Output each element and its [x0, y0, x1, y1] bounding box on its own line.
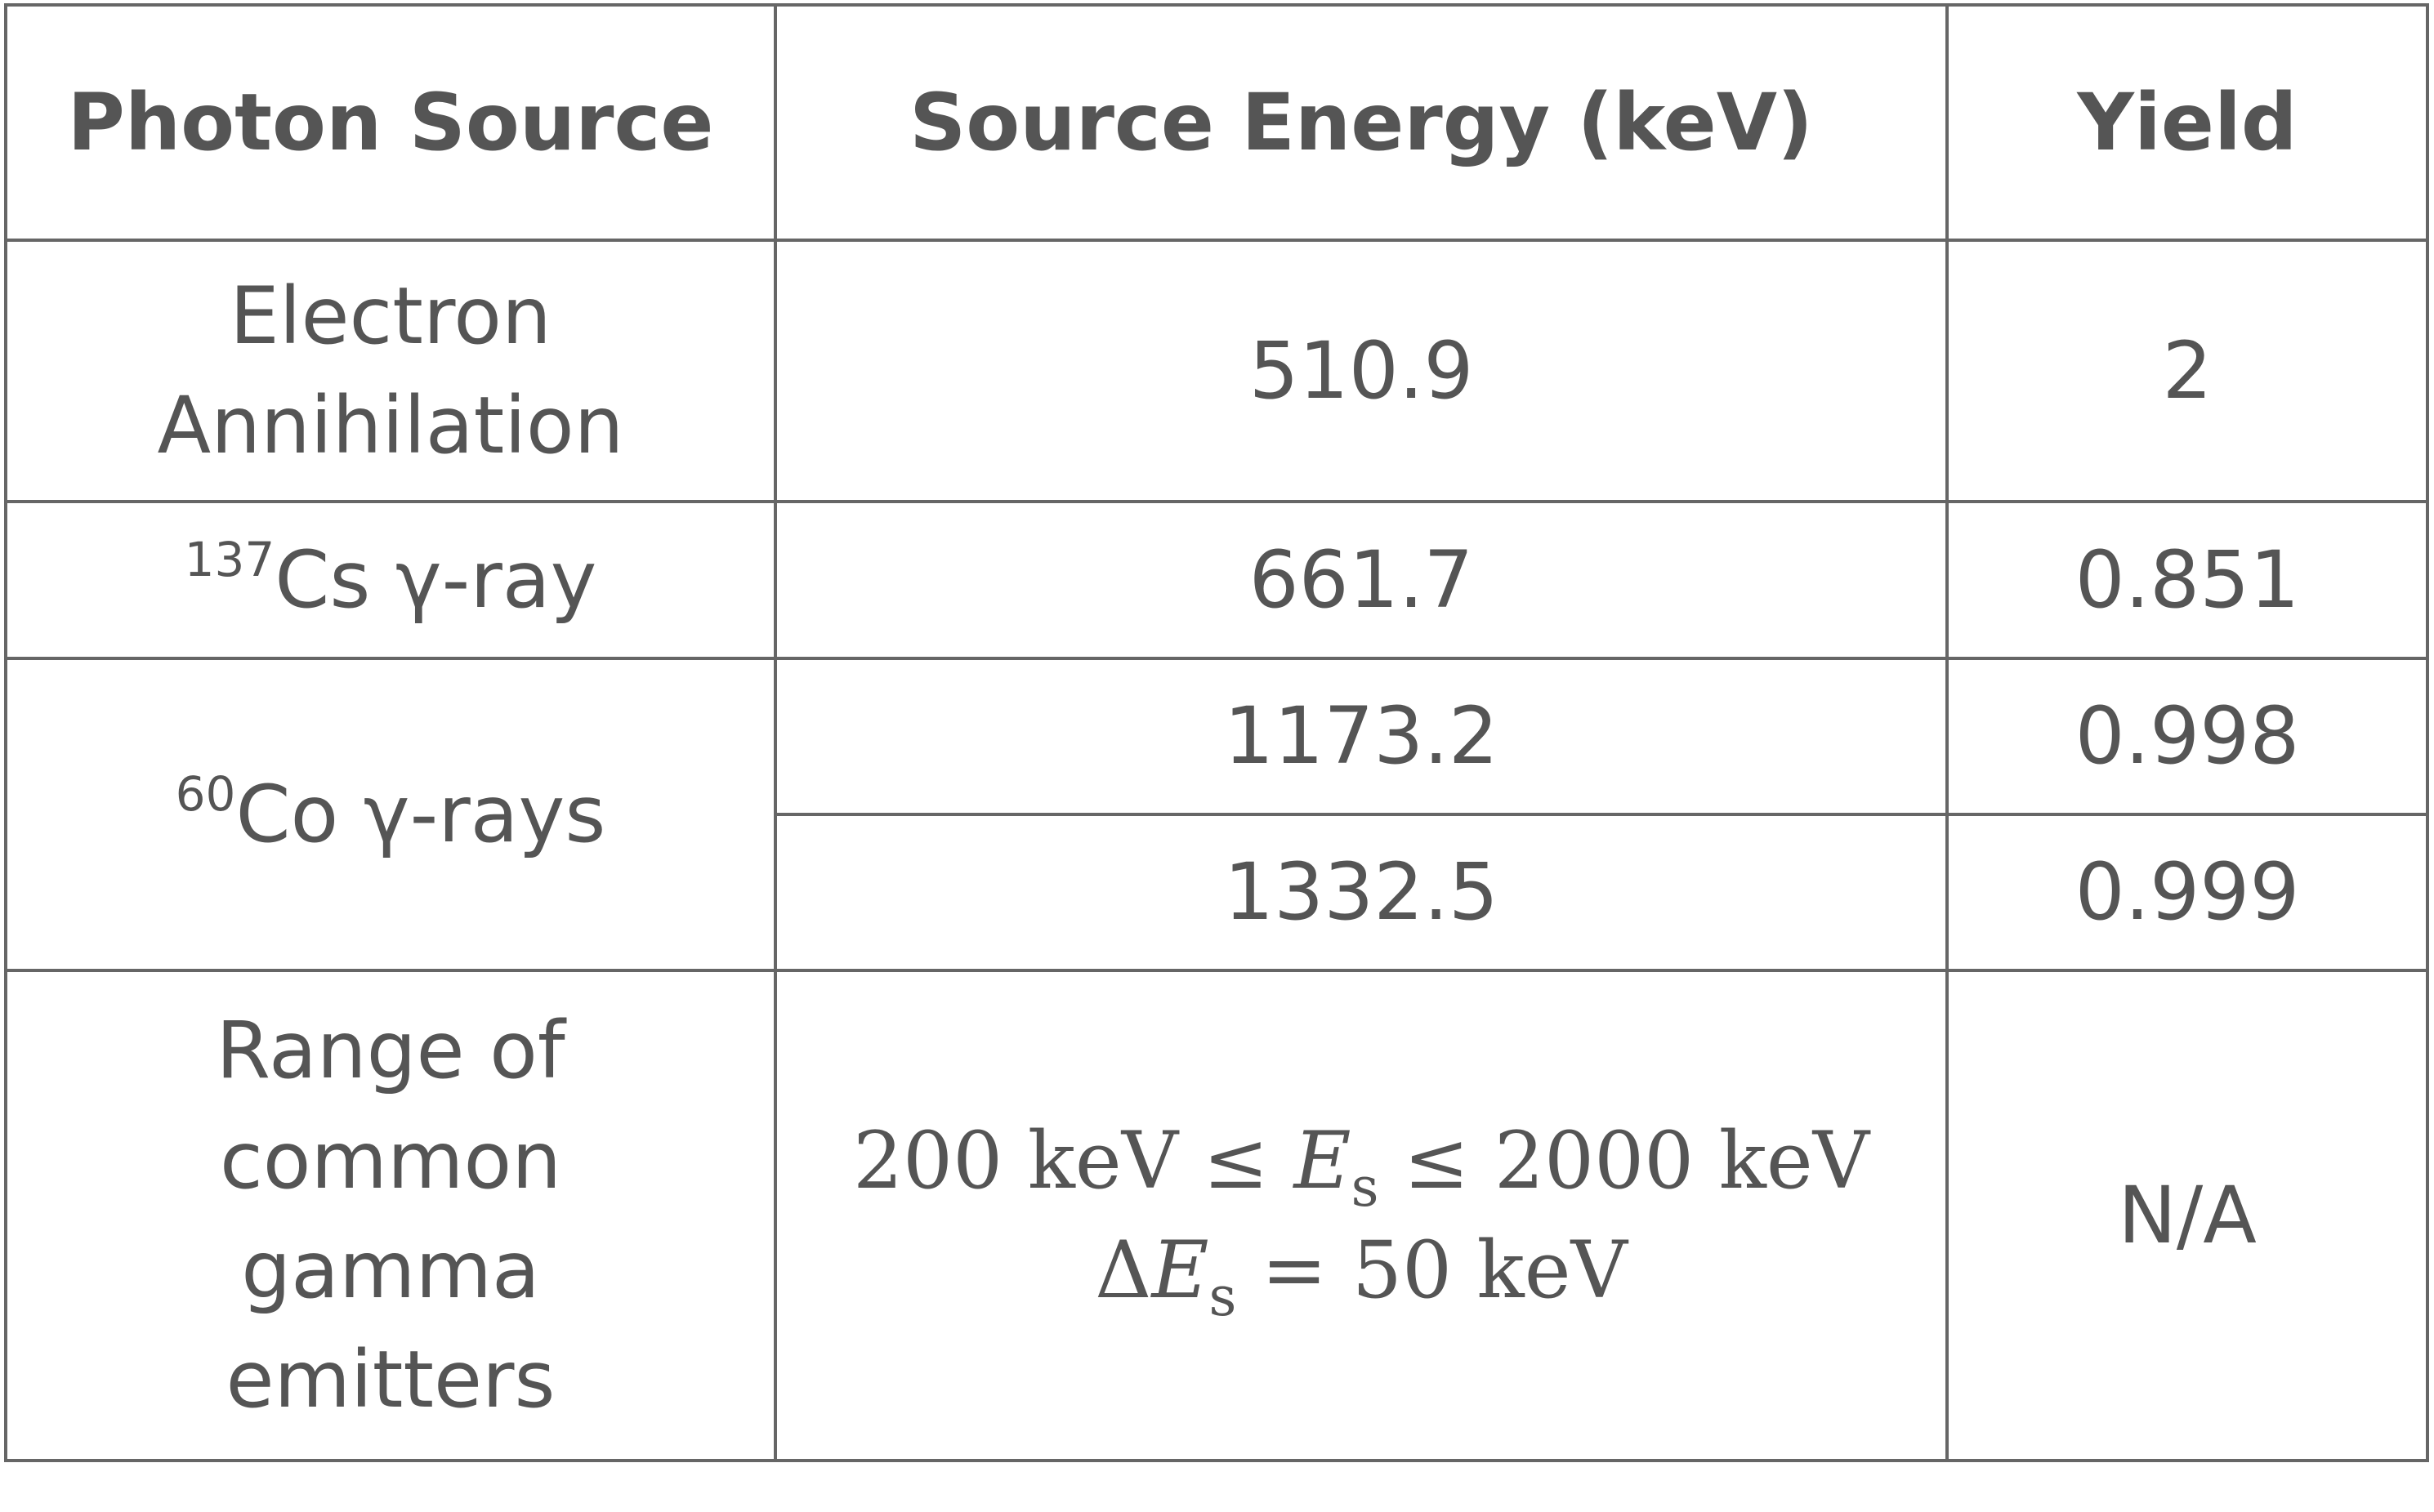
header-yield: Yield: [1945, 3, 2429, 242]
cell-energy-cs137: 661.7: [774, 500, 1949, 660]
header-row: Photon Source Source Energy (keV) Yield: [4, 3, 2429, 242]
source-line: Electron: [230, 270, 552, 362]
cell-yield-co60-1: 0.998: [1945, 657, 2429, 816]
source-line: Annihilation: [157, 380, 624, 471]
cell-energy-co60-1: 1173.2: [774, 657, 1949, 816]
energy-step-equation: ΔEs = 50 keV: [1095, 1224, 1628, 1328]
source-line: common: [219, 1114, 562, 1206]
header-source-energy: Source Energy (keV): [774, 3, 1949, 242]
table-row-cs137: 137Cs γ-ray 661.7 0.851: [4, 500, 2429, 660]
cell-source-co60: 60Co γ-rays: [4, 657, 777, 972]
table-row-annihilation: Electron Annihilation 510.9 2: [4, 239, 2429, 503]
source-line: emitters: [226, 1334, 556, 1426]
isotope-mass-number: 60: [175, 765, 236, 822]
table-row-range: Range of common gamma emitters 200 keV ≤…: [4, 969, 2429, 1462]
source-label: Co γ-rays: [235, 768, 606, 860]
cell-yield-cs137: 0.851: [1945, 500, 2429, 660]
cell-energy-range-equation: 200 keV ≤ Es ≤ 2000 keV ΔEs = 50 keV: [774, 969, 1949, 1462]
cell-source-range: Range of common gamma emitters: [4, 969, 777, 1462]
cell-energy-co60-2: 1332.5: [774, 813, 1949, 972]
cell-source-cs137: 137Cs γ-ray: [4, 500, 777, 660]
table-row-co60-1: 60Co γ-rays 1173.2 0.998: [4, 657, 2429, 972]
cell-yield-co60-2: 0.999: [1945, 813, 2429, 972]
table-row-co60-2: 1332.5 0.999: [6, 813, 2429, 972]
cell-source-annihilation: Electron Annihilation: [4, 239, 777, 503]
cell-yield-annihilation: 2: [1945, 239, 2429, 503]
isotope-mass-number: 137: [184, 531, 275, 587]
cell-yield-range: N/A: [1945, 969, 2429, 1462]
energy-range-inequality: 200 keV ≤ Es ≤ 2000 keV: [852, 1114, 1870, 1219]
header-photon-source: Photon Source: [4, 3, 777, 242]
cell-energy-annihilation: 510.9: [774, 239, 1949, 503]
photon-source-table: Photon Source Source Energy (keV) Yield …: [4, 3, 2429, 1462]
source-label: Cs γ-ray: [275, 533, 597, 626]
source-line: gamma: [241, 1224, 540, 1316]
source-line: Range of: [216, 1005, 565, 1097]
